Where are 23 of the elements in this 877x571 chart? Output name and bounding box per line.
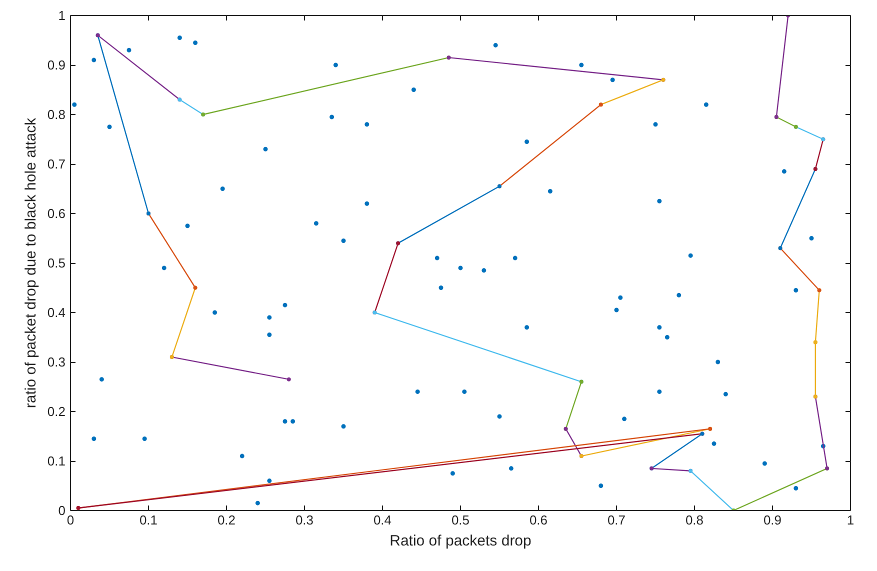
x-tick-label: 0.8	[685, 512, 704, 528]
y-tick-label: 0.1	[47, 454, 66, 468]
x-tick-label: 0.6	[529, 512, 548, 528]
y-tick-label: 1	[58, 8, 66, 23]
y-tick-label: 0.2	[47, 404, 66, 419]
y-tick-label: 0.8	[47, 107, 66, 122]
x-tick-label: 0.4	[373, 512, 392, 528]
x-tick-label: 0.3	[295, 512, 314, 528]
y-tick-label: 0.6	[47, 206, 66, 221]
x-tick-label: 1	[846, 512, 854, 528]
x-tick-label: 0.5	[451, 512, 470, 528]
x-tick-label: 0.7	[607, 512, 626, 528]
y-tick-label: 0.7	[47, 156, 66, 172]
y-tick-label: 0.5	[47, 256, 66, 270]
x-tick-label: 0.2	[217, 512, 236, 528]
x-axis-title: Ratio of packets drop	[390, 532, 532, 550]
x-tick-label: 0.9	[763, 512, 782, 528]
y-tick-label: 0.9	[47, 58, 66, 72]
x-tick-label: 0.1	[139, 512, 158, 528]
y-axis-title: ratio of packet drop due to black hole attack	[22, 117, 40, 408]
y-tick-label: 0	[58, 503, 66, 518]
y-tick-label: 0.4	[47, 305, 66, 320]
y-tick-label: 0.3	[47, 354, 66, 370]
